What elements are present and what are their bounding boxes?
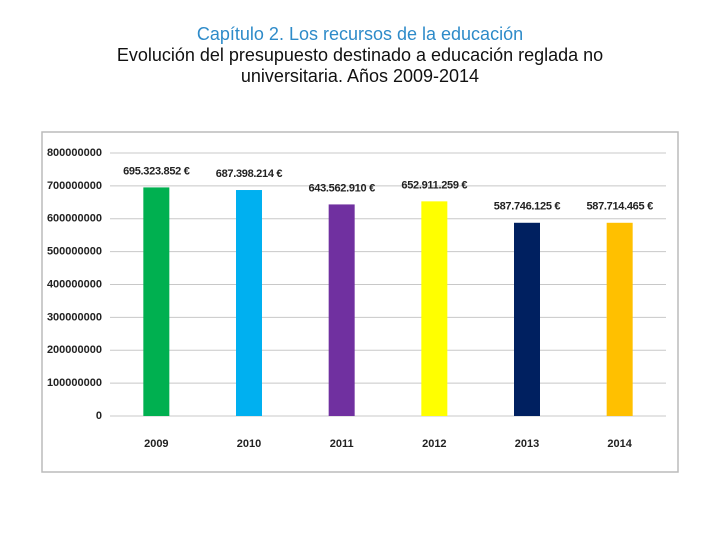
x-tick-label: 2009 [144, 438, 168, 450]
bar [236, 190, 262, 416]
value-label: 695.323.852 € [123, 165, 190, 177]
chart-subtitle: Evolución del presupuesto destinado a ed… [116, 45, 604, 86]
value-label: 652.911.259 € [401, 179, 467, 191]
y-tick-label: 800000000 [47, 147, 102, 159]
bar [328, 204, 355, 416]
chart-title: Capítulo 2. Los recursos de la educación [196, 24, 524, 44]
x-tick-label: 2012 [422, 438, 446, 450]
y-tick-label: 0 [96, 410, 102, 422]
x-tick-label: 2010 [237, 438, 261, 450]
bar [143, 187, 170, 416]
bar [421, 201, 448, 416]
bar [606, 222, 633, 416]
value-label: 687.398.214 € [216, 168, 283, 180]
x-tick-label: 2014 [607, 438, 632, 450]
y-tick-label: 500000000 [47, 246, 102, 258]
x-tick-label: 2011 [330, 438, 354, 450]
header: Capítulo 2. Los recursos de la educación… [60, 24, 660, 87]
value-label: 643.562.910 € [308, 182, 375, 194]
y-tick-label: 700000000 [47, 180, 102, 192]
y-tick-label: 100000000 [47, 377, 102, 389]
y-tick-label: 400000000 [47, 278, 102, 290]
value-label: 587.714.465 € [586, 201, 653, 213]
x-tick-label: 2013 [515, 438, 539, 450]
bar [514, 222, 540, 416]
y-tick-label: 300000000 [47, 311, 102, 323]
value-label: 587.746.125 € [494, 201, 561, 213]
y-tick-label: 600000000 [47, 213, 102, 225]
y-tick-label: 200000000 [47, 344, 102, 356]
